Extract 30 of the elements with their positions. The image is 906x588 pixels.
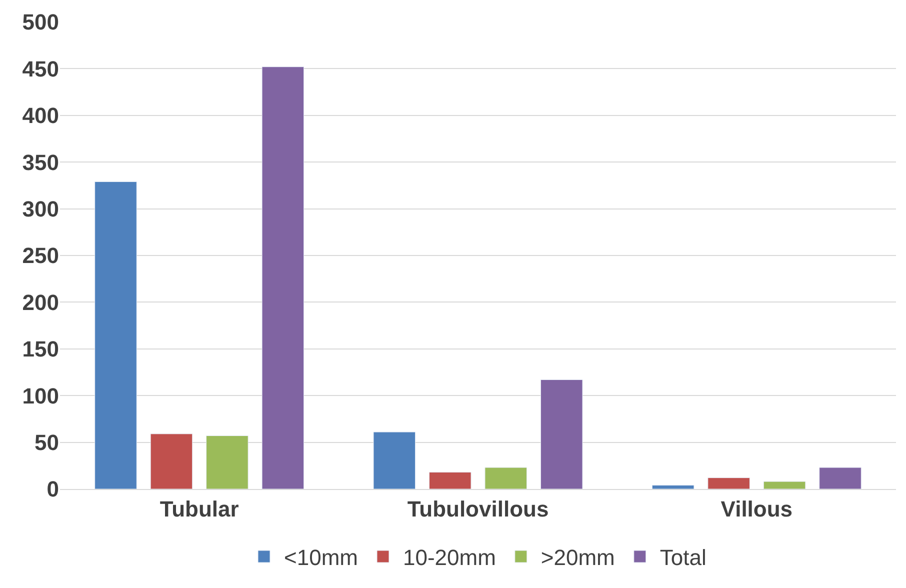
- bar: [819, 467, 862, 489]
- y-tick-label: 150: [22, 336, 59, 362]
- bar: [652, 485, 694, 489]
- y-tick-label: 200: [22, 290, 59, 315]
- bar: [150, 434, 193, 489]
- bar: [484, 467, 528, 489]
- x-tick-label: Tubulovillous: [407, 496, 549, 522]
- y-tick-label: 300: [22, 196, 59, 222]
- bar: [708, 478, 750, 489]
- legend-label: Total: [660, 545, 706, 570]
- y-tick-label: 100: [22, 383, 59, 408]
- y-tick-label: 0: [46, 476, 59, 502]
- x-tick-label: Tubular: [160, 496, 240, 522]
- y-tick-label: 250: [22, 243, 59, 268]
- y-tick-label: 350: [22, 150, 59, 175]
- bar: [262, 66, 304, 489]
- bar: [763, 481, 806, 489]
- bar: [428, 472, 472, 489]
- y-tick-label: 450: [22, 56, 59, 82]
- bar: [94, 181, 137, 489]
- legend-label: >20mm: [540, 545, 615, 570]
- y-tick-label: 500: [22, 10, 59, 35]
- legend-label: 10-20mm: [402, 545, 496, 570]
- bar: [206, 436, 248, 489]
- bar: [373, 432, 416, 489]
- y-tick-label: 400: [22, 103, 59, 128]
- bar: [540, 379, 583, 489]
- legend-label: <10mm: [284, 545, 358, 570]
- y-tick-label: 50: [34, 430, 59, 455]
- x-tick-label: Villous: [720, 496, 793, 522]
